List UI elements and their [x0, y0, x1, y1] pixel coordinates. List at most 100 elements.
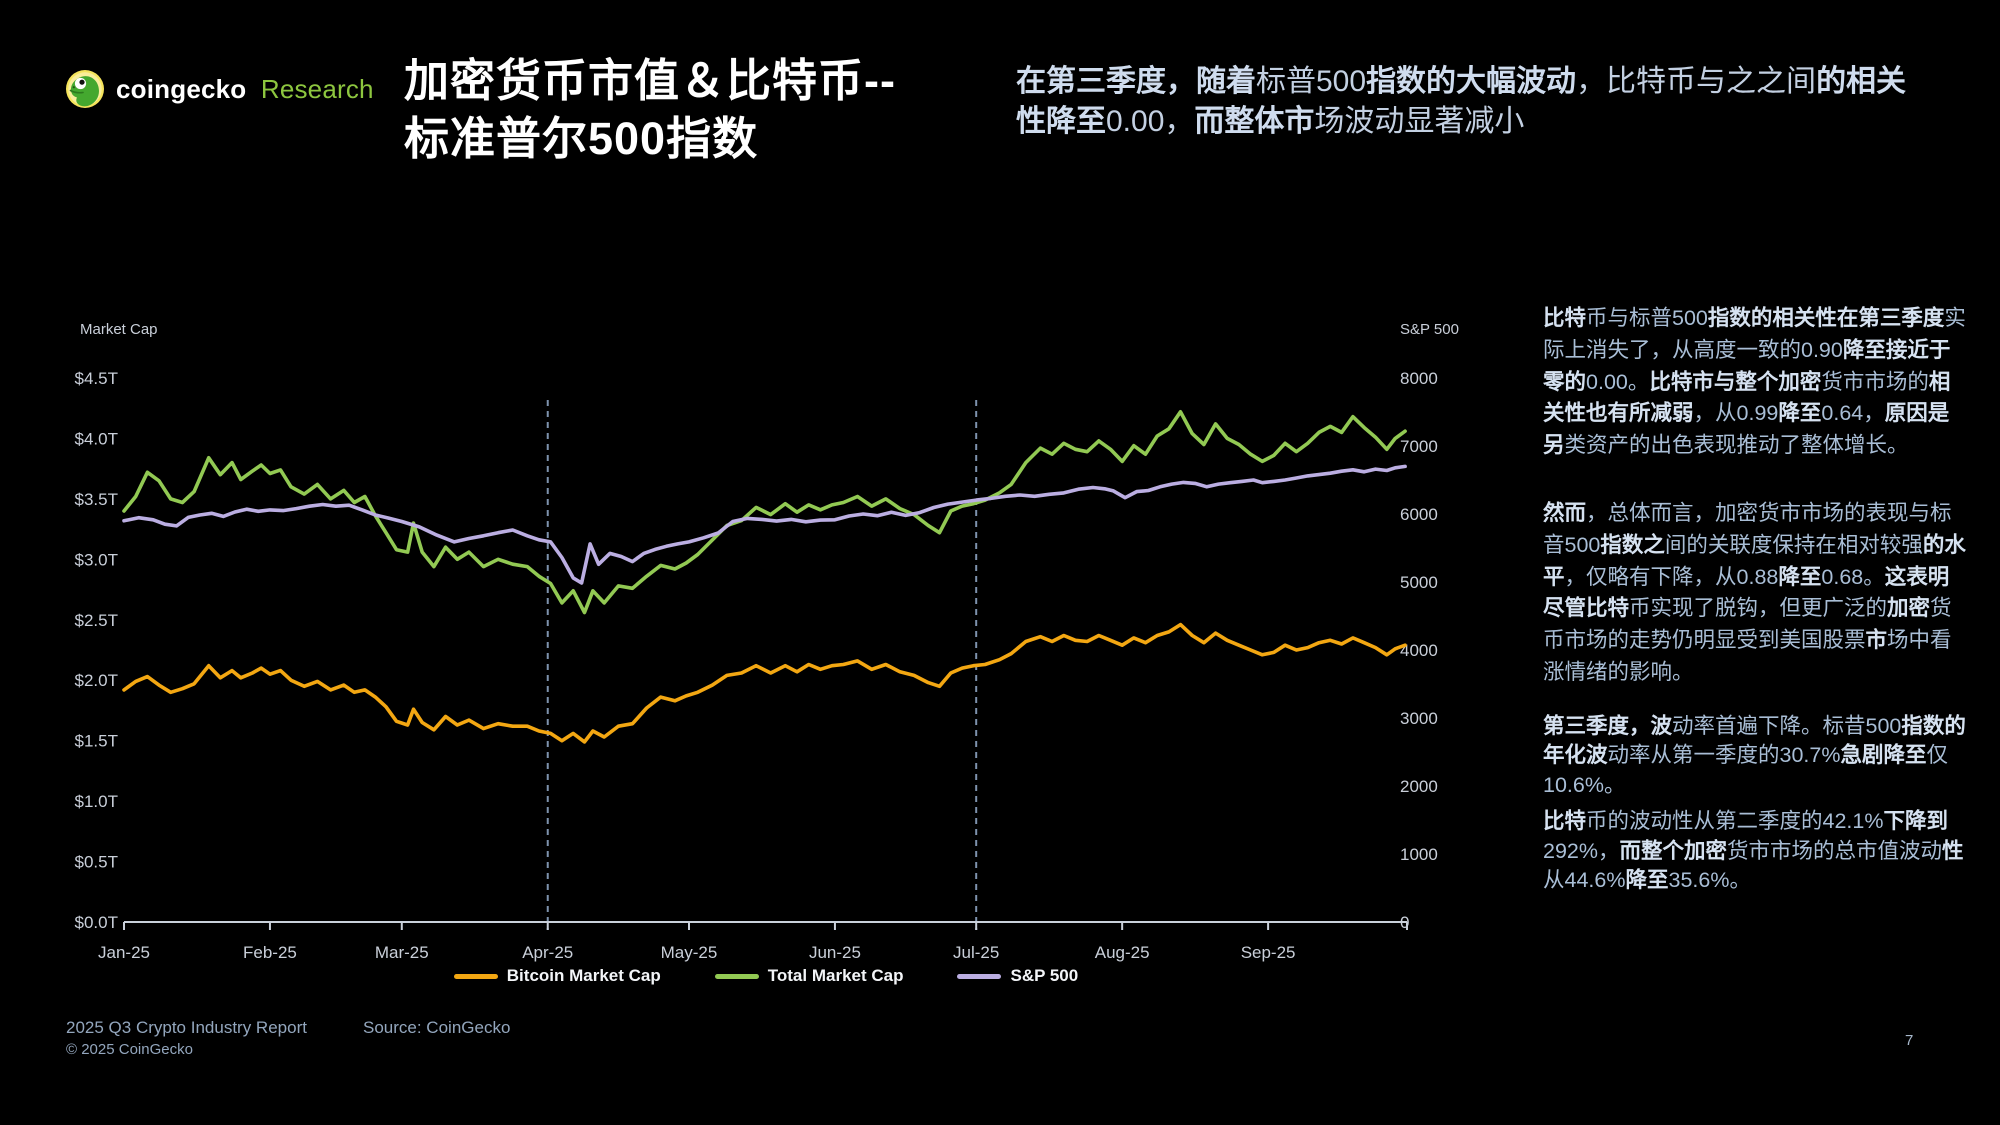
brand-name: coingecko: [116, 73, 247, 104]
y-axis-tick-label-left: $4.0T: [75, 429, 118, 448]
text-run: 场中看涨情绪的影响。: [1543, 628, 1952, 684]
text-run: ，从0.99: [1693, 401, 1779, 426]
x-axis-tick-label: Apr-25: [522, 943, 573, 962]
y-axis-tick-label-right: 7000: [1400, 437, 1438, 456]
line-chart: Market Cap S&P 500 $4.5T $4.0T $3.5T $3.0T $2.…: [75, 321, 1459, 962]
text-run: 0.68。: [1821, 564, 1885, 589]
text-run: 降至: [1778, 401, 1822, 426]
y-axis-tick-label-right: 8000: [1400, 369, 1438, 388]
text-run: 35.6%。: [1668, 868, 1751, 893]
y-axis-tick-label-left: $1.0T: [75, 792, 118, 811]
text-run: 比特市与整个加密: [1649, 369, 1822, 394]
y-axis-tick-label-left: $4.5T: [75, 369, 118, 388]
text-run: 市: [1865, 628, 1888, 653]
sp500-line-swatch: [957, 973, 1002, 979]
legend-label: Total Market Cap: [767, 966, 904, 985]
y-axis-tick-label-left: $3.5T: [75, 490, 118, 509]
text-run: ，比特币与之之间: [1576, 65, 1817, 98]
text-run: ，总体而言，加密货市市场的表现与标音500: [1543, 500, 1952, 557]
series-line-s-p-500: [122, 464, 1407, 585]
y-axis-tick-label-right: 4000: [1400, 641, 1438, 660]
legend-label: S&P 500: [1010, 966, 1079, 985]
text-run: 币实现了脱钩，但更广泛的: [1629, 596, 1888, 621]
insight-paragraph-4: 比特币的波动性从第二季度的42.1%下降到 292%，而整个加密货市市场的总市值波…: [1543, 807, 1969, 896]
page-subtitle: 在第三季度，随着标普500指数的大幅波动，比特币与之之间的相关性降至0.00，而…: [1016, 62, 1936, 142]
y-axis-tick-label-left: $1.5T: [75, 732, 118, 751]
legend-item-sp500: S&P 500: [957, 966, 1078, 986]
legend-item-total-market-cap: Total Market Cap: [714, 966, 904, 986]
series-line-bitcoin-market-cap: [122, 622, 1407, 744]
y-axis-tick-label-right: 5000: [1400, 573, 1438, 592]
y-axis-tick-label-left: $2.0T: [75, 671, 118, 690]
brand-wordmark: coingecko Research: [116, 74, 374, 105]
text-run: 在第三季度，随着: [1016, 65, 1256, 98]
text-run: 指数的相关性在第三季度: [1707, 306, 1945, 330]
page-number: 7: [1905, 1032, 1914, 1049]
text-run: 动率从第一季度的30.7%: [1607, 743, 1841, 768]
text-run: 而整个加密: [1619, 838, 1728, 863]
text-run: 0.00。: [1586, 369, 1650, 394]
chart-legend: Bitcoin Market Cap Total Market Cap S&P …: [124, 966, 1408, 986]
text-run: 币与标普500: [1586, 306, 1708, 330]
coingecko-logo: coingecko Research: [66, 70, 374, 108]
y-axis-tick-label-right: 6000: [1400, 505, 1438, 524]
footer-source: Source: CoinGecko: [363, 1018, 511, 1037]
text-run: ，仅略有下降，从0.88: [1564, 564, 1779, 589]
text-run: 0.64，: [1821, 401, 1885, 426]
text-run: 实际上消失了，从高度一致的0.90: [1543, 306, 1966, 362]
text-run: 货市市场的: [1821, 369, 1929, 394]
text-run: 的相关性降至: [1016, 65, 1907, 138]
x-axis-tick-label: Jun-25: [809, 943, 861, 962]
text-run: 标普500: [1256, 65, 1367, 98]
text-run: 比特: [1543, 809, 1587, 834]
x-axis-tick-label: Aug-25: [1095, 943, 1150, 962]
text-run: 急剧降至: [1840, 743, 1927, 768]
insight-paragraph-3: 第三季度，波动率首遍下降。标昔500指数的年化波动率从第一季度的30.7%急剧降…: [1543, 712, 1969, 801]
page-title-line2: 标准普尔500指数: [404, 113, 759, 164]
y-axis-tick-label-left: $0.5T: [75, 853, 118, 872]
x-axis-tick-label: May-25: [661, 943, 718, 962]
footer-copyright: © 2025 CoinGecko: [66, 1041, 193, 1058]
insight-panel: 比特币与标普500指数的相关性在第三季度实际上消失了，从高度一致的0.90降至接…: [1543, 303, 1969, 896]
text-run: 仅10.6%。: [1543, 743, 1949, 797]
text-run: 下降到: [1883, 809, 1948, 834]
text-run: 降至接近于零的: [1543, 337, 1951, 394]
page-title: 加密货币市值＆比特币-- 标准普尔500指数: [404, 52, 1004, 168]
text-run: 币的波动性从第二季度的42.1%: [1586, 809, 1884, 834]
x-axis-tick-label: Sep-25: [1241, 943, 1296, 962]
total-line-swatch: [714, 973, 759, 979]
y-axis-tick-label-left: $0.0T: [75, 913, 118, 932]
text-run: 货市市场的总市值波动: [1727, 838, 1943, 863]
x-axis-tick-label: Jan-25: [98, 943, 150, 962]
right-axis-title: S&P 500: [1400, 321, 1459, 338]
legend-label: Bitcoin Market Cap: [506, 966, 661, 985]
text-run: 加密: [1887, 596, 1931, 621]
text-run: 比特: [1543, 306, 1587, 330]
text-run: 第三季度，波: [1543, 713, 1673, 738]
text-run: 指数的大幅波动: [1366, 65, 1577, 98]
legend-item-bitcoin-market-cap: Bitcoin Market Cap: [453, 966, 661, 986]
text-run: 降至: [1778, 564, 1822, 589]
text-run: 的水平: [1543, 532, 1966, 589]
text-run: 从44.6%: [1543, 868, 1626, 893]
y-axis-tick-label-left: $2.5T: [75, 611, 118, 630]
text-run: 动率首遍下降。标昔500: [1672, 713, 1902, 738]
y-axis-tick-label-right: 1000: [1400, 845, 1438, 864]
text-run: 而整体市: [1194, 105, 1315, 138]
text-run: 货币市场的走势仍明显受到美国股票: [1543, 596, 1952, 653]
y-axis-tick-label-left: $3.0T: [75, 550, 118, 569]
y-axis-tick-label-right: 2000: [1400, 777, 1438, 796]
text-run: 指数之: [1600, 532, 1665, 557]
text-run: 0.00，: [1106, 105, 1195, 138]
text-run: 这表明尽管比特: [1543, 564, 1950, 621]
y-axis-tick-label-right: 3000: [1400, 709, 1438, 728]
text-run: 相关性也有所减弱: [1543, 369, 1951, 426]
text-run: 指数的年化波: [1543, 713, 1966, 768]
text-run: 然而: [1543, 500, 1587, 525]
series-line-total-market-cap: [122, 409, 1407, 615]
gecko-icon: [66, 70, 104, 108]
insight-paragraph-2: 然而，总体而言，加密货市市场的表现与标音500指数之间的关联度保持在相对较强的水…: [1543, 498, 1969, 689]
insight-paragraph-1: 比特币与标普500指数的相关性在第三季度实际上消失了，从高度一致的0.90降至接…: [1543, 303, 1969, 462]
text-run: 原因是另: [1543, 401, 1950, 458]
